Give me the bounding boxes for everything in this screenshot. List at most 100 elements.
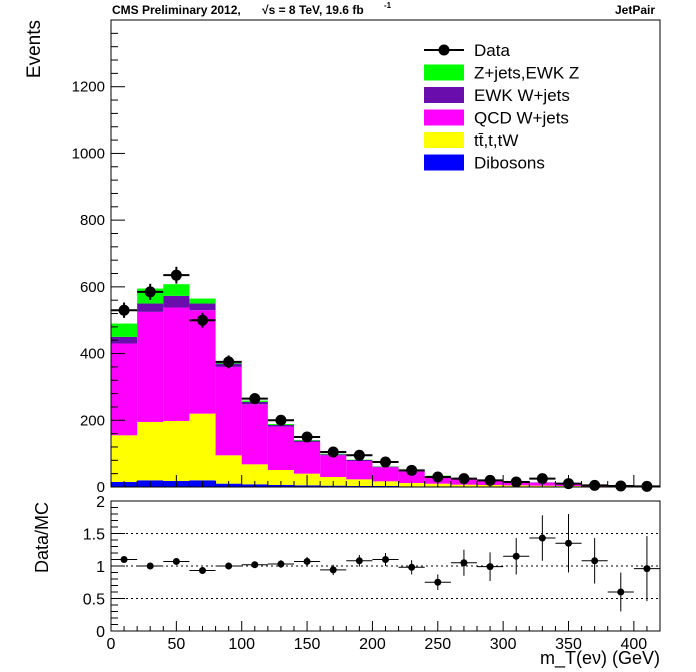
ratio-xtick-label-4: 200: [359, 636, 386, 653]
stack-bar-2-9: [346, 460, 373, 480]
stack-bar-2-8: [320, 455, 347, 477]
ratio-point-1: [146, 562, 154, 570]
ratio-point-7: [303, 557, 311, 565]
header-left: CMS Preliminary 2012,: [112, 3, 241, 17]
main-ytick-label-1: 200: [80, 412, 105, 429]
main-ytick-label-6: 1200: [72, 79, 105, 96]
ratio-point-14: [486, 563, 494, 571]
legend-label-2: EWK W+jets: [474, 86, 570, 105]
ratio-point-13: [460, 559, 468, 567]
ratio-xtick-label-0: 0: [107, 636, 116, 653]
data-point-12: [432, 471, 444, 483]
header-lumi-exponent: -1: [384, 1, 392, 10]
legend-swatch-2: [424, 87, 464, 103]
data-point-9: [353, 449, 365, 461]
legend-label-data: Data: [474, 41, 510, 60]
ratio-ytick-label-1: 0.5: [83, 592, 105, 609]
data-point-8: [327, 446, 339, 458]
header-right: JetPair: [615, 3, 655, 17]
data-point-6: [275, 414, 287, 426]
stack-bar-2-7: [294, 441, 321, 474]
data-point-14: [484, 474, 496, 486]
data-point-16: [536, 473, 548, 485]
ratio-point-18: [591, 557, 599, 565]
stack-bar-4-2: [163, 284, 190, 296]
ratio-ytick-label-4: 2: [96, 494, 105, 511]
stack-bar-1-4: [215, 455, 242, 484]
ratio-point-6: [277, 560, 285, 568]
main-plot: 0 200 400 600 800 1000 1200 Events: [24, 19, 661, 496]
ratio-xtick-label-3: 150: [294, 636, 321, 653]
legend-label-1: Z+jets,EWK Z: [474, 64, 579, 83]
legend-swatch-3: [424, 109, 464, 126]
data-point-3: [197, 314, 208, 326]
ratio-point-16: [538, 534, 546, 542]
legend-swatch-1: [424, 64, 464, 81]
stack-bar-3-0: [111, 336, 138, 344]
data-point-11: [406, 464, 418, 476]
ratio-point-19: [617, 588, 625, 596]
legend-swatch-4: [424, 132, 464, 148]
ratio-xtick-label-2: 100: [228, 636, 255, 653]
stack-bar-3-3: [189, 303, 216, 311]
legend-label-3: QCD W+jets: [474, 109, 569, 128]
ratio-point-11: [408, 563, 416, 571]
stack-bar-2-5: [241, 404, 268, 465]
legend: Data Z+jets,EWK Z EWK W+jets QCD W+jets tt̄,…: [424, 41, 579, 173]
ratio-xtick-label-6: 300: [490, 636, 517, 653]
ratio-point-3: [199, 567, 206, 575]
stack-bar-1-3: [189, 413, 216, 481]
ratio-point-20: [643, 565, 651, 573]
legend-data-marker: [438, 44, 450, 56]
data-point-18: [589, 479, 601, 491]
ratio-ylabel: Data/MC: [32, 502, 52, 573]
stack-bar-1-5: [241, 464, 268, 485]
data-point-1: [144, 286, 156, 298]
data-point-20: [641, 480, 653, 492]
stack-bar-2-2: [163, 307, 190, 421]
stack-bar-1-2: [163, 420, 190, 481]
data-point-5: [249, 393, 261, 405]
data-point-10: [380, 456, 391, 468]
main-ytick-label-3: 600: [80, 279, 105, 296]
stack-bar-1-0: [111, 435, 138, 482]
ratio-point-9: [355, 557, 363, 565]
ratio-point-17: [565, 539, 572, 547]
stack-bar-3-2: [163, 295, 190, 308]
data-point-2: [170, 269, 182, 281]
ratio-point-4: [225, 562, 233, 570]
ratio-point-5: [251, 561, 259, 569]
stack-bar-3-6: [267, 424, 294, 427]
data-point-4: [223, 356, 235, 368]
stack-bar-1-1: [137, 421, 164, 481]
ratio-xlabel: m_T(eν) (GeV): [540, 648, 660, 669]
ratio-point-10: [382, 556, 389, 563]
stack-bar-2-0: [111, 343, 138, 436]
ratio-xtick-label-1: 50: [167, 636, 185, 653]
ratio-point-15: [512, 552, 520, 560]
header-energy: √s = 8 TeV, 19.6 fb: [262, 3, 364, 17]
main-ytick-label-2: 400: [80, 346, 105, 363]
ratio-ytick-label-3: 1.5: [83, 527, 105, 544]
stack-bar-1-6: [267, 469, 294, 485]
ratio-xtick-label-7: 350: [555, 636, 582, 653]
data-point-13: [458, 473, 470, 485]
data-point-19: [615, 480, 627, 492]
stack-bar-4-3: [189, 298, 216, 304]
ratio-ytick-label-0: 0: [96, 624, 105, 641]
data-point-17: [563, 478, 574, 490]
ratio-point-12: [434, 578, 442, 586]
stack-bar-2-11: [398, 471, 425, 483]
ratio-xtick-label-8: 400: [621, 636, 648, 653]
data-point-15: [510, 476, 522, 488]
stack-bar-2-10: [372, 467, 399, 482]
legend-label-5: Dibosons: [474, 154, 545, 173]
data-point-0: [118, 304, 130, 316]
main-ylabel: Events: [24, 20, 45, 78]
stack-bar-2-1: [137, 311, 164, 422]
ratio-plot: 0 0.5 1 1.5 2 0 50 100 150 200 250 300 350 400 Data/MC…: [32, 494, 661, 669]
legend-label-4: tt̄,t,tW: [474, 131, 518, 150]
ratio-point-0: [120, 556, 128, 563]
data-point-7: [301, 431, 313, 443]
